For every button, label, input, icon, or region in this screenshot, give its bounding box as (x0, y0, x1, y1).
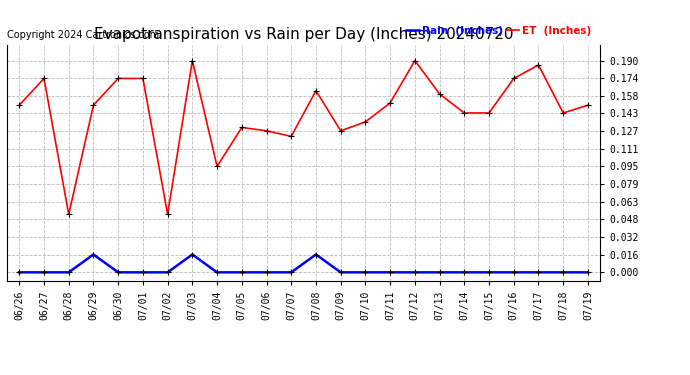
Legend: Rain  (Inches), ET  (Inches): Rain (Inches), ET (Inches) (402, 22, 595, 40)
Text: Copyright 2024 Cartronics.com: Copyright 2024 Cartronics.com (7, 30, 159, 40)
Title: Evapotranspiration vs Rain per Day (Inches) 20240720: Evapotranspiration vs Rain per Day (Inch… (94, 27, 513, 42)
